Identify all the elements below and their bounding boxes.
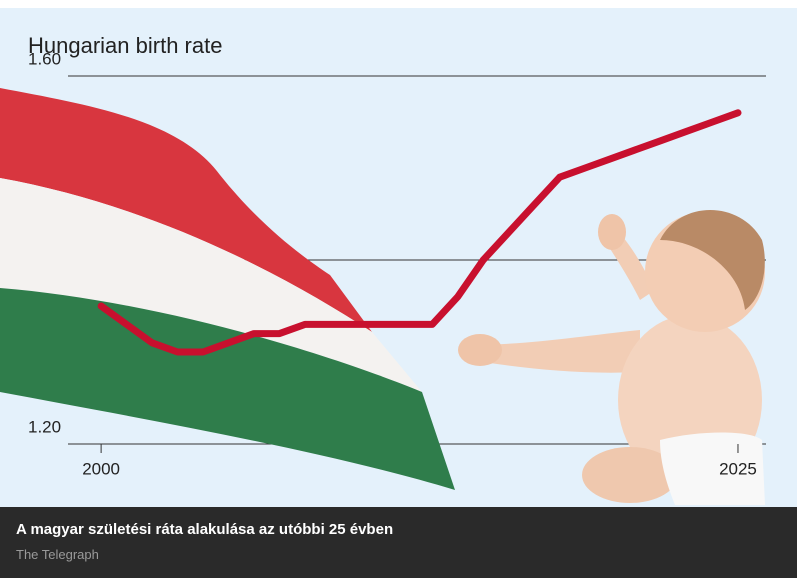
y-tick-label: 1.20: [28, 417, 61, 436]
flag: [0, 88, 455, 490]
plot: 2000 2025: [82, 109, 757, 478]
x-tick-label: 2000: [82, 459, 120, 478]
caption-title: A magyar születési ráta alakulása az utó…: [16, 521, 394, 538]
chart-title: Hungarian birth rate: [28, 33, 222, 58]
data-line: [97, 109, 742, 356]
x-tick-label: 2025: [719, 459, 757, 478]
chart: Hungarian birth rate 1.201.401.60 200020…: [0, 8, 797, 507]
y-tick-label: 1.60: [28, 49, 61, 68]
baby: [458, 210, 765, 505]
caption: A magyar születési ráta alakulása az utó…: [0, 507, 797, 578]
caption-source: The Telegraph: [16, 547, 99, 562]
